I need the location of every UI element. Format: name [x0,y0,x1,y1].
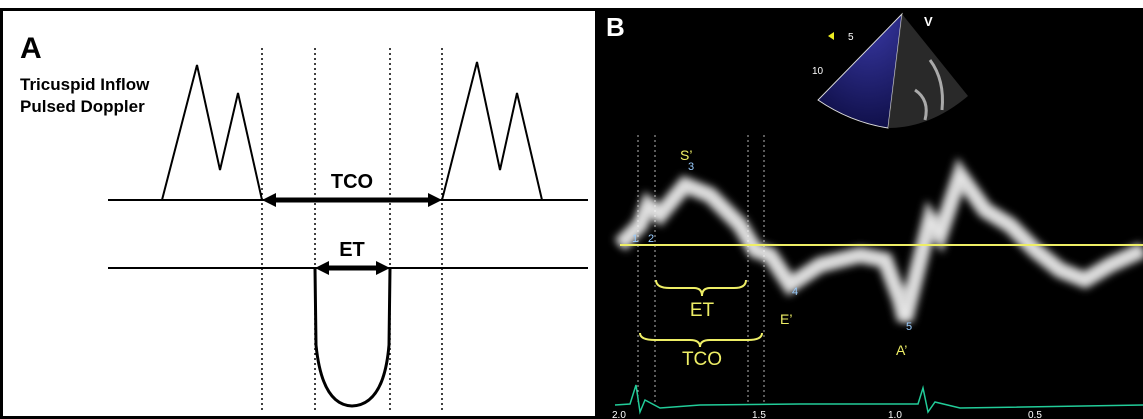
inflow-waveform [441,61,543,201]
ejection-waveform [313,267,392,408]
depth-label: 10 [812,66,824,77]
time-label: 0.5 [1028,410,1042,419]
depth-label: 5 [848,32,854,43]
tco-arrow [262,193,442,207]
tco-label: TCO [331,171,373,193]
arrow-head [428,193,442,207]
caliper-guides [637,135,765,405]
ecg-trace [614,384,1143,415]
time-label: 2.0 [612,410,626,419]
et-brace [655,279,747,297]
caliper-label: 1 [632,233,638,245]
caliper-label: 3 [688,161,694,173]
panel-a: A Tricuspid Inflow Pulsed Doppler TCO ET [0,8,598,419]
panel-a-title: Pulsed Doppler [20,97,145,116]
et-label: ET [339,239,365,261]
sector-tissue [914,59,944,121]
tco-brace [639,332,763,348]
tco-label: TCO [682,349,722,370]
arrow-head [262,193,276,207]
time-label: 1.0 [888,410,902,419]
color-doppler-box [817,12,903,129]
panel-a-title: Tricuspid Inflow [20,75,150,94]
time-label: 1.5 [752,410,766,419]
wave-label: E’ [780,311,792,327]
inflow-waveform [161,64,263,201]
arrow-head [376,261,390,275]
panel-b-label: B [606,12,625,42]
caliper-label: 4 [792,286,798,298]
panel-b: B V 5 10 1 2 3 4 5 S’ E’ A’ ET TCO 2.0 1… [598,8,1143,419]
dotted-guides [261,48,443,410]
sector-image [888,14,968,128]
et-label: ET [690,300,715,321]
panel-a-label: A [20,32,42,65]
caliper-label: 2 [648,233,654,245]
wave-label: S’ [680,147,692,163]
focus-marker [828,32,834,40]
arrow-head [315,261,329,275]
caliper-label: 5 [906,321,912,333]
wave-label: A’ [896,342,907,358]
probe-marker: V [924,14,933,29]
et-arrow [315,261,390,275]
panel-a-border [0,8,598,419]
